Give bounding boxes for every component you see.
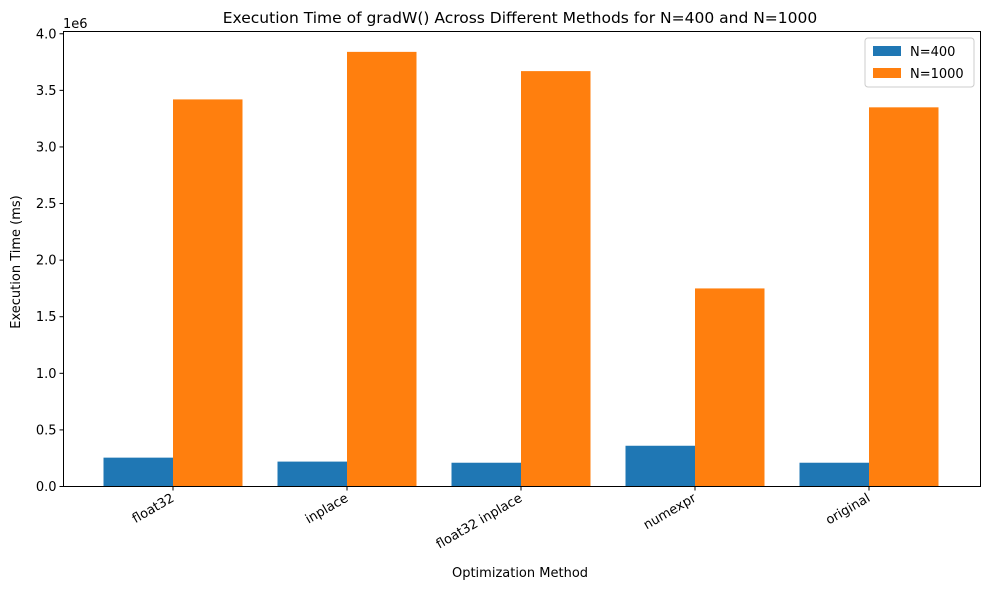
bar-n400-2: [451, 462, 521, 487]
x-tick-label: original: [823, 491, 873, 528]
bar-n400-3: [625, 445, 695, 487]
bars-group: [103, 51, 939, 487]
legend-label-0: N=400: [910, 45, 955, 60]
legend-label-1: N=1000: [910, 67, 964, 82]
x-tick-label: float32: [130, 491, 177, 527]
x-tick-label: numexpr: [641, 491, 699, 533]
bar-n1000-3: [695, 288, 765, 487]
bar-n1000-1: [347, 51, 417, 487]
bar-n400-0: [103, 457, 173, 487]
y-tick-label: 2.5: [36, 197, 57, 212]
bar-n1000-0: [173, 99, 243, 487]
x-ticks-group: float32 inplace float32 inplace numexpr orig…: [130, 486, 873, 552]
y-tick-label: 1.0: [36, 367, 57, 382]
y-ticks-group: 0.0 0.5 1.0 1.5 2.0 2.5 3.0 3.5 4.0: [36, 27, 64, 495]
y-offset-text: 1e6: [63, 17, 88, 32]
legend: N=400 N=1000: [864, 37, 975, 88]
bar-n1000-4: [869, 107, 939, 487]
plot-frame: [63, 31, 981, 487]
chart-title: Execution Time of gradW() Across Differe…: [223, 9, 818, 27]
y-tick-label: 1.5: [36, 310, 57, 325]
legend-swatch-0: [873, 46, 901, 56]
y-tick-label: 0.0: [36, 480, 57, 495]
y-tick-label: 3.0: [36, 140, 57, 155]
bar-n1000-2: [521, 71, 591, 487]
y-tick-label: 4.0: [36, 27, 57, 42]
x-tick-label: inplace: [303, 491, 351, 527]
bar-n400-1: [277, 461, 347, 487]
legend-swatch-1: [873, 68, 901, 78]
y-tick-label: 3.5: [36, 84, 57, 99]
y-tick-label: 2.0: [36, 254, 57, 269]
x-tick-label: float32 inplace: [434, 491, 525, 552]
bar-n400-4: [799, 462, 869, 487]
y-axis-label: Execution Time (ms): [9, 195, 24, 328]
y-tick-label: 0.5: [36, 423, 57, 438]
x-axis-label: Optimization Method: [452, 566, 588, 581]
